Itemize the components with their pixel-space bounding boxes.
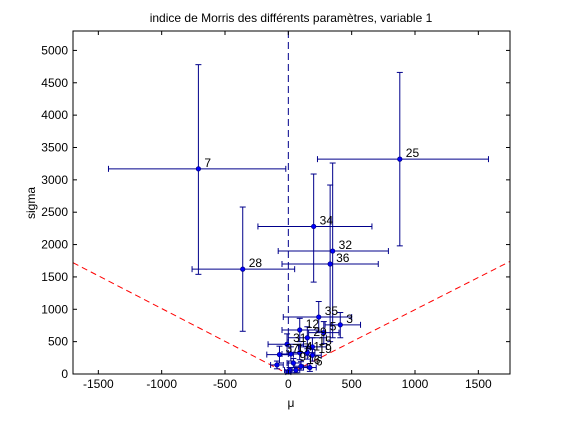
- point-label-25: 25: [406, 146, 420, 160]
- data-point-16: [298, 363, 304, 369]
- y-tick-label: 1000: [41, 302, 68, 316]
- point-label-5: 5: [330, 320, 337, 334]
- data-point-31: [284, 341, 290, 347]
- y-tick-label: 0: [61, 367, 68, 381]
- data-point-3: [337, 322, 343, 328]
- y-tick-label: 2500: [41, 205, 68, 219]
- point-label-16: 16: [307, 353, 321, 367]
- y-tick-label: 4000: [41, 108, 68, 122]
- data-point-28: [240, 266, 246, 272]
- y-tick-label: 500: [48, 335, 68, 349]
- x-tick-label: 1000: [402, 377, 429, 391]
- data-point-17: [288, 351, 294, 357]
- y-tick-label: 2000: [41, 238, 68, 252]
- point-label-32: 32: [339, 238, 353, 252]
- point-label-35: 35: [325, 304, 339, 318]
- reference-lines-layer: [72, 31, 511, 374]
- data-point-19: [309, 352, 315, 358]
- axes-layer: -1500 -1000 -500 0 500 1000 150005001000150020…: [41, 30, 511, 391]
- data-point-35: [316, 314, 322, 320]
- point-label-19: 19: [318, 342, 332, 356]
- point-label-1: 1: [313, 340, 320, 354]
- data-point-5: [321, 329, 327, 336]
- x-tick-label: 0: [285, 377, 292, 391]
- x-tick-label: 500: [342, 377, 362, 391]
- data-point-25: [397, 156, 403, 162]
- point-label-29: 29: [313, 325, 327, 339]
- data-point-4: [297, 350, 303, 356]
- point-label-6: 6: [316, 355, 323, 369]
- x-tick-label: 1500: [465, 377, 492, 391]
- data-point-7: [195, 166, 201, 172]
- y-tick-label: 5000: [41, 43, 68, 57]
- data-point-unlabeled-21: [274, 362, 280, 368]
- data-point-12: [297, 327, 303, 333]
- point-label-9: 9: [299, 350, 306, 364]
- data-point-15: [309, 344, 315, 350]
- point-label-28: 28: [249, 256, 263, 270]
- axes-frame: [72, 30, 511, 375]
- chart-title: indice de Morris des différents paramètr…: [150, 11, 433, 25]
- x-axis-label: μ: [288, 396, 295, 410]
- data-point-36: [327, 261, 333, 267]
- data-point-32: [330, 248, 336, 254]
- data-point-9: [290, 360, 296, 366]
- y-tick-label: 1500: [41, 270, 68, 284]
- cone-line-right: [294, 260, 511, 372]
- y-tick-label: 4500: [41, 76, 68, 90]
- x-tick-label: -1000: [146, 377, 177, 391]
- point-label-17: 17: [297, 341, 311, 355]
- point-label-12: 12: [306, 317, 320, 331]
- point-label-3: 3: [346, 312, 353, 326]
- point-label-15: 15: [318, 334, 332, 348]
- x-tick-label: -500: [213, 377, 237, 391]
- point-label-36: 36: [336, 251, 350, 265]
- y-axis-label: sigma: [24, 187, 38, 219]
- data-point-37: [276, 351, 283, 358]
- plot-area-background: [73, 31, 510, 374]
- point-label-4: 4: [306, 340, 313, 354]
- y-tick-label: 3500: [41, 140, 68, 154]
- points-layer: [195, 156, 403, 375]
- point-label-31: 31: [293, 331, 307, 345]
- data-point-34: [311, 223, 317, 230]
- data-point-29: [304, 335, 310, 341]
- data-point-unlabeled-24: [293, 367, 299, 373]
- point-label-37: 37: [285, 342, 299, 356]
- point-label-7: 7: [204, 156, 211, 170]
- data-point-6: [307, 364, 313, 371]
- x-tick-label: -1500: [83, 377, 114, 391]
- point-label-34: 34: [320, 213, 334, 227]
- y-tick-label: 3000: [41, 173, 68, 187]
- data-point-1: [304, 350, 310, 356]
